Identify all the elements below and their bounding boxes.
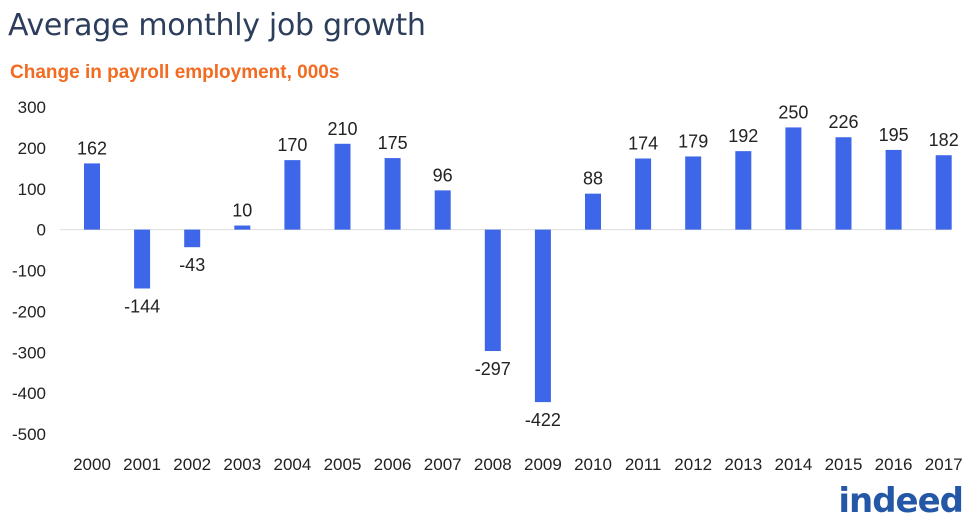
bar (735, 151, 752, 230)
data-label: 175 (378, 133, 408, 153)
y-tick-label: 0 (37, 221, 46, 240)
bar (785, 127, 802, 230)
bars (84, 127, 952, 403)
bar (384, 158, 401, 230)
x-tick-label: 2002 (173, 455, 211, 474)
data-labels: 162 -144 -43 10 170 210 175 96 -297 -422 88 174 179 1… (77, 102, 959, 430)
data-label: 182 (929, 130, 959, 150)
data-label: -43 (179, 255, 205, 275)
indeed-logo-text: indeed (838, 481, 964, 521)
data-label: 179 (678, 131, 708, 151)
y-tick-label: -400 (12, 384, 46, 403)
chart-subtitle: Change in payroll employment, 000s (10, 62, 340, 83)
data-label: 96 (433, 165, 453, 185)
x-tick-label: 2012 (674, 455, 712, 474)
x-tick-label: 2014 (774, 455, 812, 474)
x-tick-label: 2015 (825, 455, 863, 474)
x-tick-label: 2003 (223, 455, 261, 474)
data-label: 210 (327, 119, 357, 139)
x-tick-label: 2010 (574, 455, 612, 474)
x-tick-label: 2017 (925, 455, 963, 474)
data-label: 162 (77, 138, 107, 158)
y-axis-ticks: 300 200 100 0 -100 -200 -300 -400 -500 (12, 98, 46, 444)
data-label: 250 (778, 102, 808, 122)
bar (184, 229, 201, 248)
bar (284, 160, 301, 230)
data-label: 170 (277, 135, 307, 155)
x-tick-label: 2011 (625, 455, 662, 474)
data-label: 226 (828, 112, 858, 132)
data-label: -144 (124, 296, 160, 316)
y-tick-label: -100 (12, 262, 46, 281)
x-tick-label: 2005 (324, 455, 362, 474)
bar (835, 137, 852, 230)
y-tick-label: -500 (12, 425, 46, 444)
bar (935, 155, 952, 230)
bar (234, 225, 251, 230)
x-tick-label: 2013 (724, 455, 762, 474)
data-label: 88 (583, 169, 603, 189)
data-label: 10 (232, 201, 252, 221)
y-tick-label: 100 (18, 180, 46, 199)
x-tick-label: 2004 (273, 455, 311, 474)
data-label: 192 (728, 126, 758, 146)
x-tick-label: 2009 (524, 455, 562, 474)
bar (585, 193, 601, 230)
data-label: -297 (475, 359, 511, 379)
bar (635, 158, 652, 230)
bar (334, 143, 351, 230)
x-tick-label: 2007 (424, 455, 462, 474)
bar (84, 163, 100, 230)
y-tick-label: 300 (18, 98, 46, 117)
x-axis-ticks: 2000 2001 2002 2003 2004 2005 2006 2007 2008 2009… (73, 455, 963, 474)
y-tick-label: -300 (12, 343, 46, 362)
x-tick-label: 2016 (875, 455, 913, 474)
y-tick-label: -200 (12, 302, 46, 321)
chart-title: Average monthly job growth (8, 8, 426, 43)
indeed-logo: indeed (838, 481, 964, 521)
data-label: 195 (879, 125, 909, 145)
x-tick-label: 2000 (73, 455, 111, 474)
bar (134, 229, 151, 289)
bar (484, 229, 501, 352)
x-tick-label: 2008 (474, 455, 512, 474)
bar (434, 190, 451, 230)
bar (885, 149, 902, 230)
y-tick-label: 200 (18, 139, 46, 158)
bar (534, 229, 551, 403)
x-tick-label: 2006 (374, 455, 412, 474)
data-label: 174 (628, 134, 658, 154)
data-label: -422 (525, 410, 561, 430)
bar (685, 156, 702, 230)
x-tick-label: 2001 (123, 455, 161, 474)
